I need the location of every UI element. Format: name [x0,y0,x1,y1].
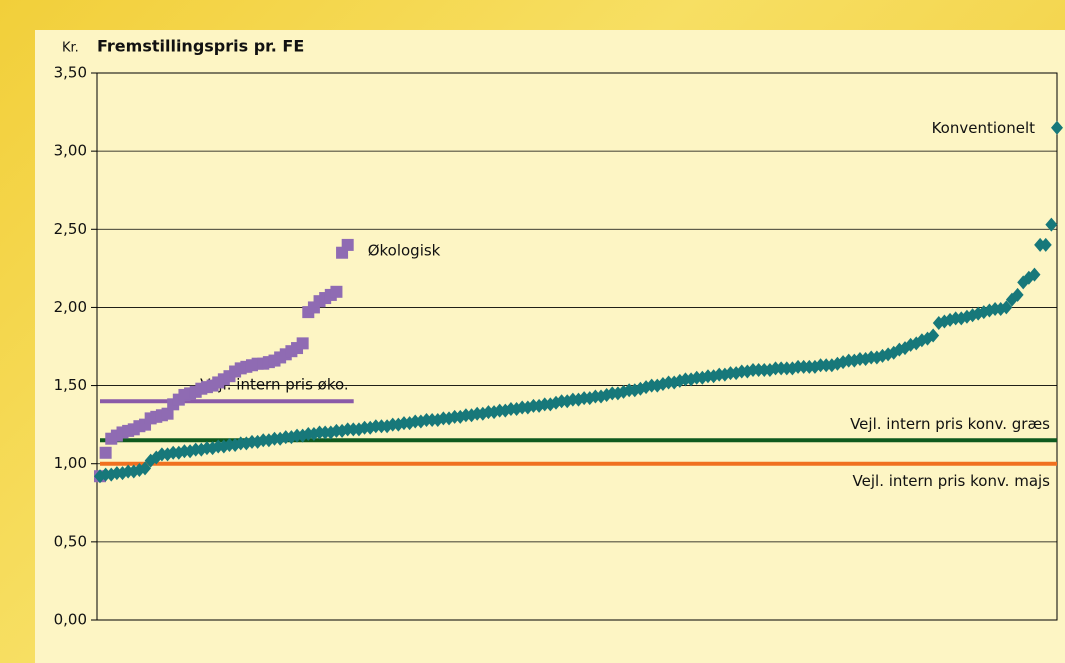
point [1011,287,1024,302]
y-tick-label: 0,50 [54,532,87,550]
point [139,461,152,476]
point [341,238,354,251]
y-tick-label: 2,00 [54,298,87,316]
series-label: Konventionelt [932,119,1036,137]
point [330,285,343,298]
point [1000,300,1013,315]
chart-title: Fremstillingspris pr. FE [97,37,304,56]
y-tick-label: 3,50 [54,64,87,82]
y-tick-label: 0,00 [54,611,87,629]
reference-label: Vejl. intern pris konv. græs [850,415,1050,433]
series-label: Økologisk [368,241,441,259]
point [1045,217,1058,232]
y-axis-label: Kr. [62,41,79,56]
reference-label: Vejl. intern pris konv. majs [853,472,1051,490]
y-tick-label: 1,00 [54,454,87,472]
y-tick-label: 3,00 [54,142,87,160]
point [296,337,309,350]
point [99,446,112,459]
point [1039,237,1052,252]
reference-label: Vejl. intern pris øko. [200,376,349,394]
point [1028,267,1041,282]
y-tick-label: 1,50 [54,376,87,394]
point [927,328,940,343]
point [116,466,129,481]
point [1051,120,1063,135]
y-tick-label: 2,50 [54,220,87,238]
point [161,407,174,420]
